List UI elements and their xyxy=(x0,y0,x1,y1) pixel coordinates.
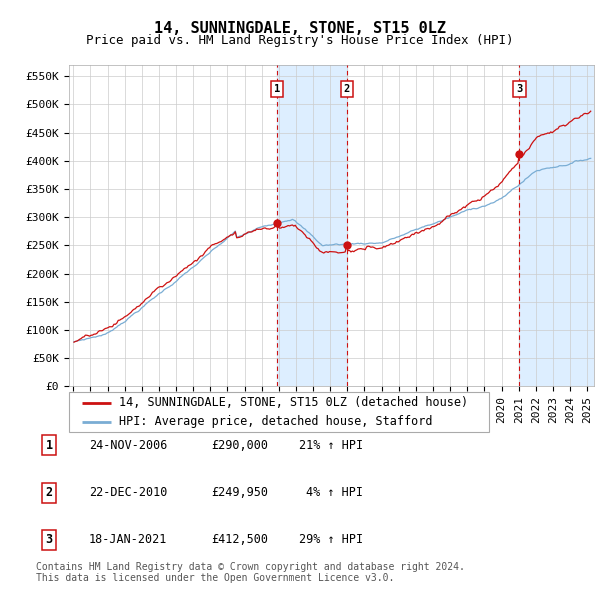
Text: 3: 3 xyxy=(517,84,523,94)
Text: £249,950: £249,950 xyxy=(211,486,268,499)
Text: 1: 1 xyxy=(46,439,53,452)
Bar xyxy=(520,65,594,386)
Text: Contains HM Land Registry data © Crown copyright and database right 2024.
This d: Contains HM Land Registry data © Crown c… xyxy=(36,562,465,584)
Text: Price paid vs. HM Land Registry's House Price Index (HPI): Price paid vs. HM Land Registry's House … xyxy=(86,34,514,47)
Text: 4% ↑ HPI: 4% ↑ HPI xyxy=(307,486,364,499)
Text: 18-JAN-2021: 18-JAN-2021 xyxy=(89,533,167,546)
Text: 2: 2 xyxy=(46,486,53,499)
Text: 1: 1 xyxy=(274,84,280,94)
Text: £412,500: £412,500 xyxy=(211,533,268,546)
Text: 2: 2 xyxy=(344,84,350,94)
Text: £290,000: £290,000 xyxy=(211,439,268,452)
Text: HPI: Average price, detached house, Stafford: HPI: Average price, detached house, Staf… xyxy=(119,415,433,428)
Bar xyxy=(277,65,347,386)
Text: 29% ↑ HPI: 29% ↑ HPI xyxy=(299,533,364,546)
Text: 24-NOV-2006: 24-NOV-2006 xyxy=(89,439,167,452)
Text: 21% ↑ HPI: 21% ↑ HPI xyxy=(299,439,364,452)
Text: 3: 3 xyxy=(46,533,53,546)
Text: 14, SUNNINGDALE, STONE, ST15 0LZ: 14, SUNNINGDALE, STONE, ST15 0LZ xyxy=(154,21,446,35)
Text: 22-DEC-2010: 22-DEC-2010 xyxy=(89,486,167,499)
Text: 14, SUNNINGDALE, STONE, ST15 0LZ (detached house): 14, SUNNINGDALE, STONE, ST15 0LZ (detach… xyxy=(119,396,469,409)
Bar xyxy=(520,65,594,386)
